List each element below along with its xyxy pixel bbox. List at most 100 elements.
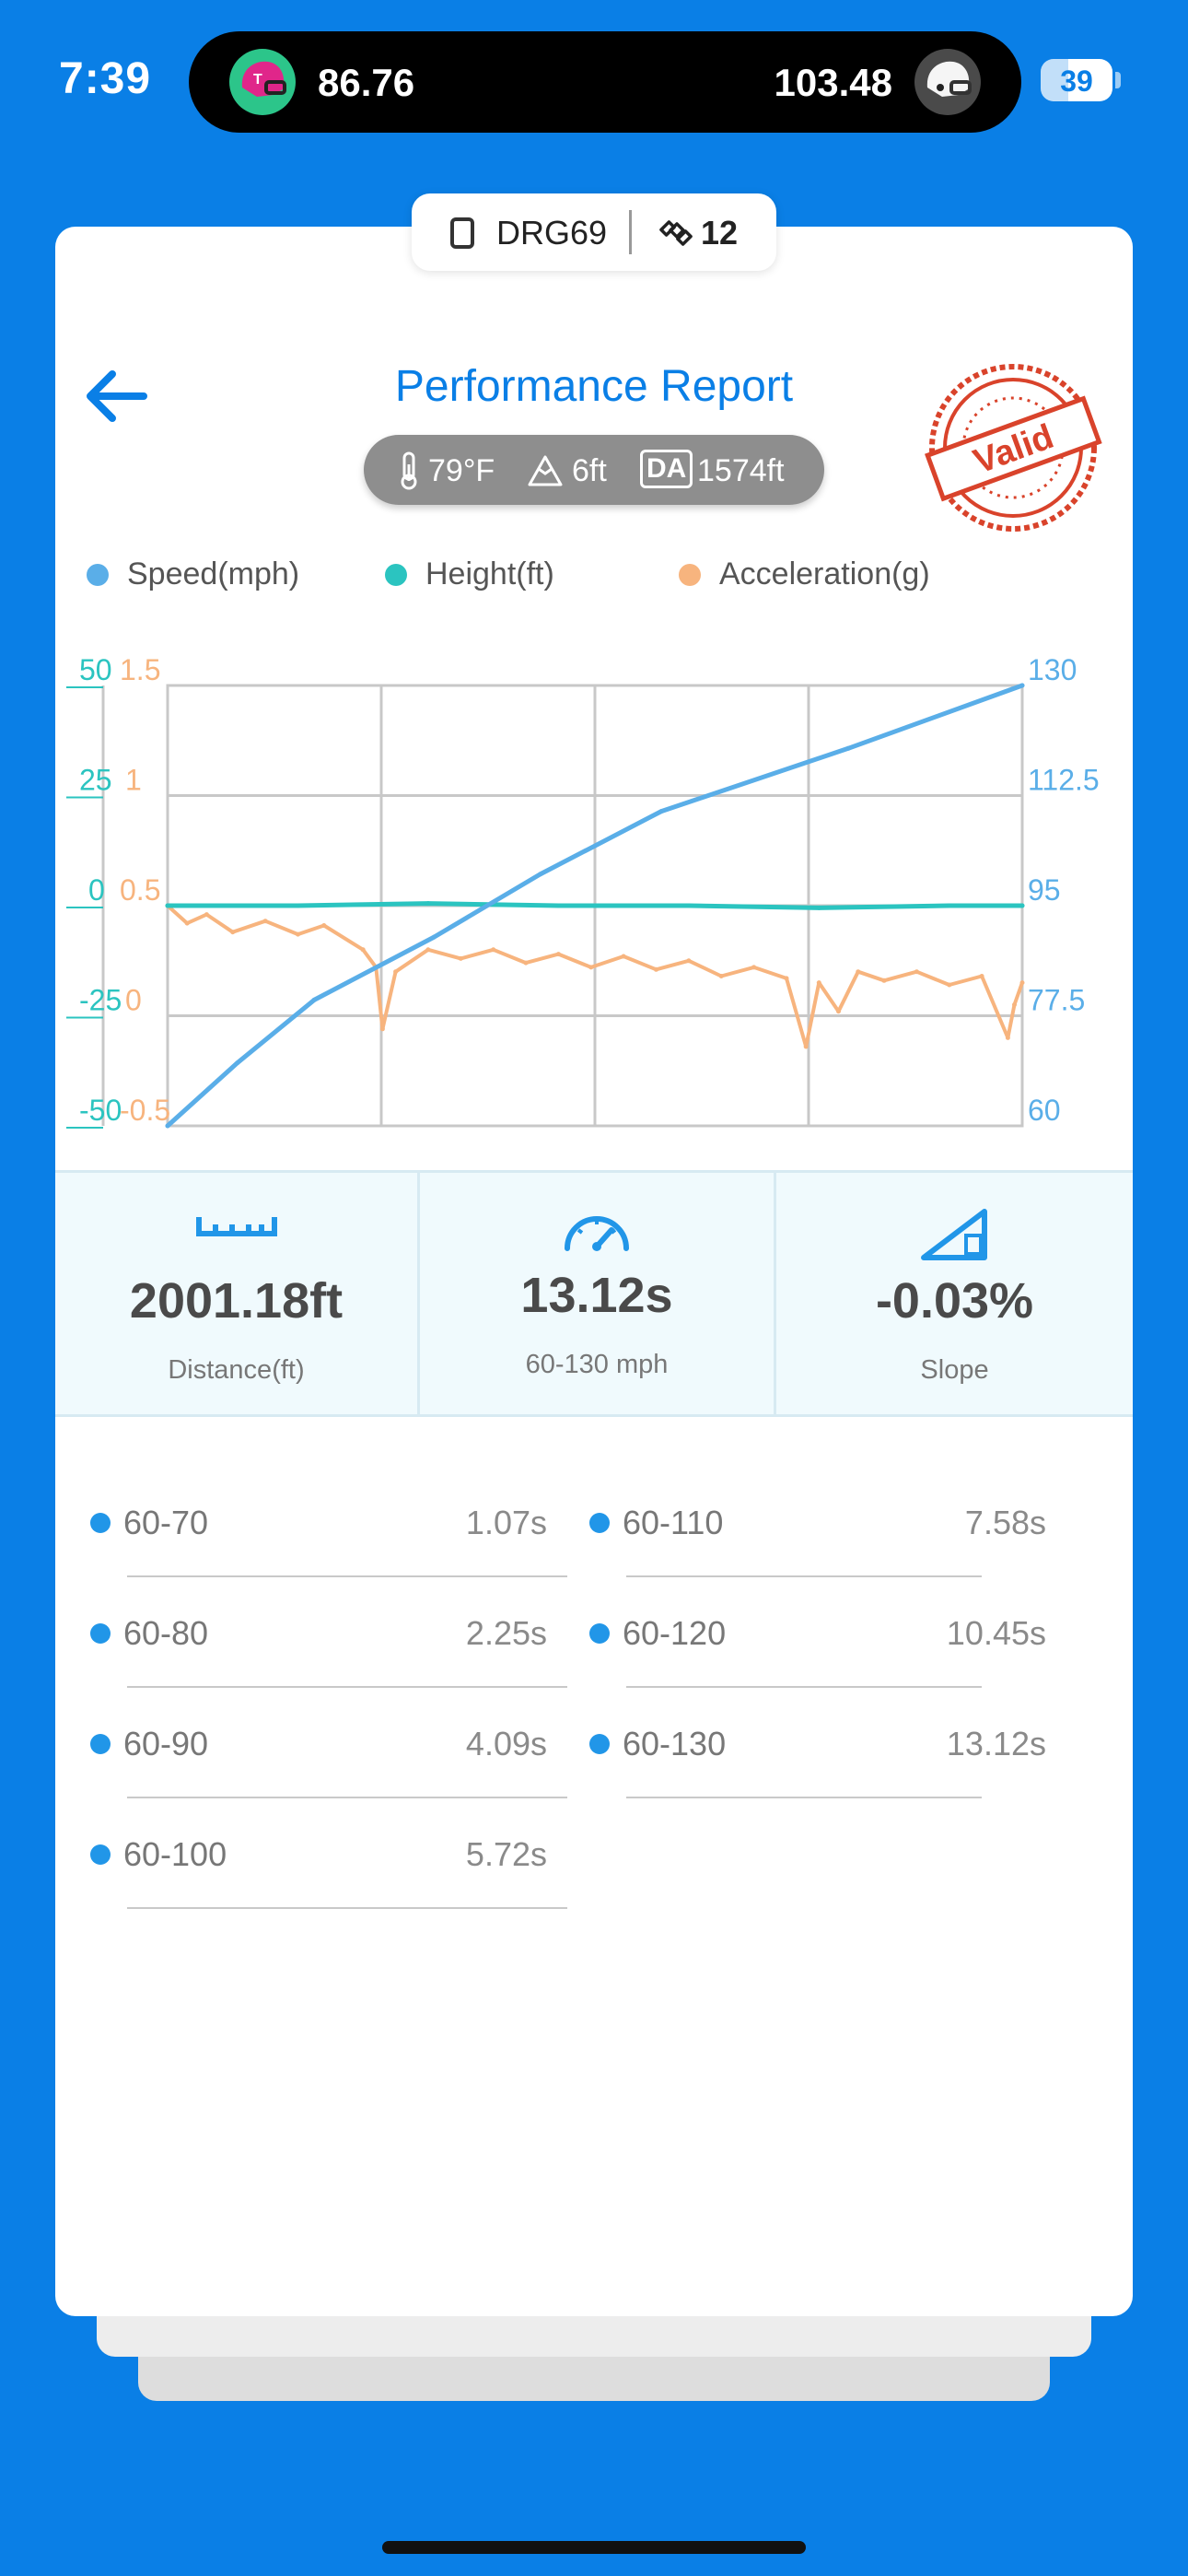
- acceleration-series-point: [914, 969, 919, 975]
- acceleration-tick-label: 1.5: [120, 653, 160, 686]
- slope-label: Slope: [920, 1355, 989, 1385]
- acceleration-series-point: [979, 974, 984, 978]
- height-tick-label: 25: [79, 764, 112, 797]
- split-range: 60-120: [623, 1614, 727, 1652]
- acceleration-series-point: [621, 954, 626, 959]
- split-row: 60-90 4.09s: [90, 1688, 567, 1798]
- slope-value: -0.03%: [875, 1273, 1034, 1329]
- time-value: 13.12s: [520, 1268, 673, 1323]
- acceleration-series-point: [803, 1044, 809, 1049]
- split-range: 60-100: [123, 1835, 227, 1873]
- acceleration-series-point: [784, 976, 789, 981]
- legend-speed: Speed(mph): [87, 556, 299, 592]
- back-arrow-icon[interactable]: [79, 363, 153, 434]
- speed-series-point: [845, 745, 851, 751]
- valid-stamp: Valid: [921, 356, 1105, 544]
- acceleration-series-point: [184, 920, 190, 926]
- legend-acceleration-label: Acceleration(g): [719, 556, 930, 591]
- speed-tick-label: 95: [1028, 873, 1061, 907]
- satellite-icon: [659, 220, 693, 246]
- acceleration-series-point: [588, 965, 594, 970]
- live-activity-island[interactable]: T 86.76 103.48: [189, 31, 1021, 133]
- height-series-point: [165, 903, 170, 908]
- distance-value: 2001.18ft: [129, 1273, 344, 1329]
- split-range: 60-90: [123, 1725, 209, 1762]
- split-range: 60-110: [623, 1504, 724, 1541]
- home-indicator[interactable]: [382, 2541, 806, 2554]
- time-label: 60-130 mph: [525, 1350, 669, 1379]
- acceleration-series-point: [523, 960, 529, 966]
- speed-series-point: [235, 1060, 240, 1066]
- height-series-point: [947, 903, 952, 908]
- speed-tick-label: 77.5: [1028, 984, 1085, 1017]
- acceleration-series-point: [491, 947, 496, 953]
- acceleration-series-point: [1012, 1002, 1017, 1007]
- acceleration-tick-label: -0.5: [120, 1094, 170, 1127]
- acceleration-series-point: [1005, 1035, 1010, 1040]
- acceleration-series-point: [458, 955, 463, 961]
- acceleration-series-point: [751, 965, 757, 970]
- acceleration-series-point: [856, 969, 861, 975]
- battery-level: 39: [1060, 64, 1093, 98]
- altitude-value: 6ft: [572, 453, 607, 488]
- score-left: 86.76: [318, 61, 415, 104]
- speed-series-point: [165, 1123, 170, 1129]
- split-time: 1.07s: [465, 1504, 547, 1541]
- split-time: 10.45s: [946, 1614, 1046, 1652]
- height-series-point: [1019, 903, 1025, 908]
- height-series-line: [165, 901, 1025, 910]
- split-time: 13.12s: [946, 1725, 1046, 1762]
- split-row: 60-80 2.25s: [90, 1577, 567, 1688]
- thermometer-icon: [401, 451, 417, 490]
- acceleration-tick-label: 1: [125, 764, 142, 797]
- height-series-point: [686, 903, 692, 908]
- phone-icon: [450, 217, 474, 249]
- acceleration-series-point: [555, 952, 561, 957]
- split-time: 5.72s: [465, 1835, 547, 1873]
- split-row: 60-110 7.58s: [589, 1467, 1046, 1577]
- status-time: 7:39: [59, 54, 152, 103]
- speed-series-line: [165, 683, 1025, 1129]
- speed-series-point: [658, 809, 664, 814]
- split-row: 60-70 1.07s: [90, 1467, 567, 1577]
- acceleration-tick-label: 0.5: [120, 873, 160, 907]
- acceleration-series-point: [379, 1026, 385, 1032]
- split-range: 60-130: [623, 1725, 727, 1762]
- svg-text:T: T: [253, 72, 262, 88]
- helmet-icon: [914, 49, 981, 115]
- height-series-point: [296, 903, 300, 908]
- acceleration-tick-label: 0: [125, 984, 142, 1017]
- speed-series-point: [431, 934, 437, 940]
- acceleration-series-point: [360, 947, 366, 953]
- height-tick-label: 0: [88, 873, 105, 907]
- height-series-point: [425, 901, 431, 907]
- split-time: 2.25s: [465, 1614, 547, 1652]
- legend-acceleration: Acceleration(g): [679, 556, 930, 592]
- acceleration-series-point: [881, 978, 887, 983]
- da-badge: DA: [640, 450, 693, 488]
- page-title: Performance Report: [394, 362, 794, 411]
- acceleration-series-point: [836, 1009, 841, 1014]
- mountain-icon: [528, 455, 563, 486]
- speed-tick-label: 60: [1028, 1094, 1061, 1127]
- legend-speed-label: Speed(mph): [127, 556, 300, 591]
- split-row: 60-100 5.72s: [90, 1798, 567, 1909]
- split-range: 60-70: [123, 1504, 209, 1541]
- acceleration-series-point: [686, 958, 692, 964]
- acceleration-series-line: [166, 904, 1024, 1048]
- height-series-point: [555, 903, 561, 908]
- summary-stats: 2001.18ft Distance(ft) 13.12s 60-130 mph…: [55, 1170, 1133, 1417]
- acceleration-series-point: [204, 912, 209, 918]
- density-altitude-value: 1574ft: [697, 453, 785, 488]
- acceleration-series-point: [947, 982, 952, 988]
- acceleration-series-point: [425, 947, 431, 953]
- acceleration-series-point: [296, 931, 300, 937]
- battery-indicator: 39: [1041, 59, 1112, 101]
- temperature-value: 79°F: [428, 453, 495, 488]
- score-right: 103.48: [774, 61, 892, 104]
- height-tick-label: -25: [79, 984, 122, 1017]
- split-row: 60-120 10.45s: [589, 1577, 1046, 1688]
- ruler-icon: [195, 1217, 277, 1236]
- slope-stat: -0.03% Slope: [776, 1173, 1133, 1414]
- device-tag[interactable]: DRG69 12: [412, 193, 776, 271]
